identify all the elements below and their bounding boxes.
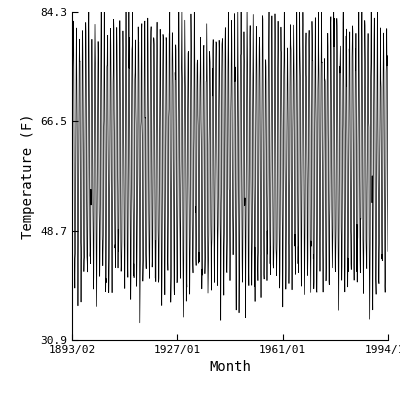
Y-axis label: Temperature (F): Temperature (F): [20, 113, 34, 239]
X-axis label: Month: Month: [209, 360, 251, 374]
